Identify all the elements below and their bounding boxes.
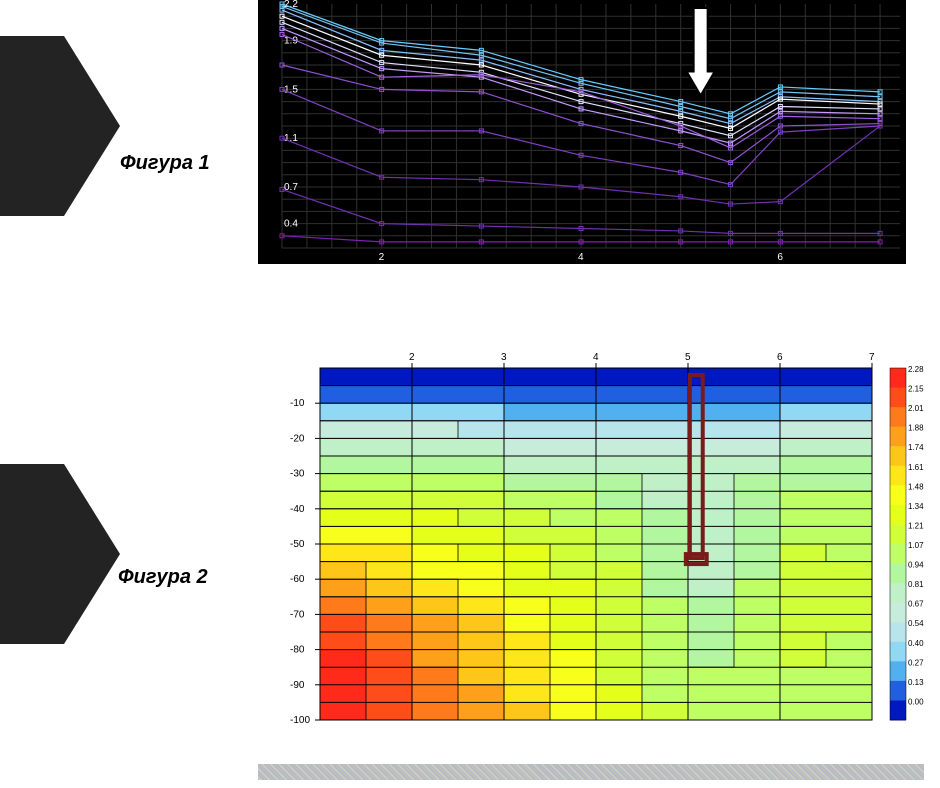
svg-text:0.94: 0.94 (908, 561, 924, 570)
figure1-label: Фигура 1 (120, 152, 210, 175)
svg-text:-30: -30 (290, 469, 305, 480)
svg-text:6: 6 (777, 252, 783, 263)
noise-strip (258, 764, 924, 780)
svg-text:7: 7 (869, 352, 875, 363)
svg-text:1.88: 1.88 (908, 424, 924, 433)
svg-text:0.13: 0.13 (908, 678, 924, 687)
svg-text:1.74: 1.74 (908, 443, 924, 452)
svg-text:5: 5 (685, 352, 691, 363)
svg-text:2.01: 2.01 (908, 404, 924, 413)
svg-text:0.40: 0.40 (908, 639, 924, 648)
svg-text:1.07: 1.07 (908, 541, 924, 550)
svg-text:-70: -70 (290, 609, 305, 620)
figure2-label: Фигура 2 (118, 566, 208, 589)
svg-text:-50: -50 (290, 539, 305, 550)
line-chart-svg: 0.40.71.11.51.92.2246 (258, 0, 906, 264)
svg-text:-90: -90 (290, 680, 305, 691)
svg-text:0.00: 0.00 (908, 697, 924, 706)
svg-text:-60: -60 (290, 574, 305, 585)
svg-text:2.15: 2.15 (908, 385, 924, 394)
figure2-heatmap: 2 3 4 5 6 7 -10 -20 -30 -40 -50 -60 -70 -80 -90 -100 2.2… (258, 344, 924, 745)
svg-text:-20: -20 (290, 433, 305, 444)
svg-text:2: 2 (379, 252, 385, 263)
svg-text:2.28: 2.28 (908, 365, 924, 374)
heatmap-svg: 2 3 4 5 6 7 -10 -20 -30 -40 -50 -60 -70 -80 -90 -100 2.2… (258, 344, 924, 740)
svg-text:0.67: 0.67 (908, 600, 924, 609)
svg-text:1.21: 1.21 (908, 521, 924, 530)
pentagon-fig1 (0, 36, 120, 216)
svg-text:-80: -80 (290, 645, 305, 656)
svg-text:4: 4 (593, 352, 599, 363)
page-root: Фигура 1 0.40.71.11.51.92.2246 Фигура 2 … (0, 0, 940, 788)
svg-text:0.54: 0.54 (908, 619, 924, 628)
svg-text:-40: -40 (290, 504, 305, 515)
svg-text:-10: -10 (290, 398, 305, 409)
svg-text:1.48: 1.48 (908, 482, 924, 491)
svg-text:0.81: 0.81 (908, 580, 924, 589)
svg-text:0.4: 0.4 (284, 219, 298, 230)
svg-text:1.61: 1.61 (908, 463, 924, 472)
svg-text:0.27: 0.27 (908, 658, 924, 667)
pentagon-fig2 (0, 464, 120, 644)
svg-text:3: 3 (501, 352, 507, 363)
figure1-line-chart: 0.40.71.11.51.92.2246 (258, 0, 906, 269)
svg-text:1.1: 1.1 (284, 133, 298, 144)
svg-text:6: 6 (777, 352, 783, 363)
svg-text:4: 4 (578, 252, 584, 263)
svg-text:1.34: 1.34 (908, 502, 924, 511)
svg-text:2: 2 (409, 352, 415, 363)
svg-text:-100: -100 (290, 715, 310, 726)
